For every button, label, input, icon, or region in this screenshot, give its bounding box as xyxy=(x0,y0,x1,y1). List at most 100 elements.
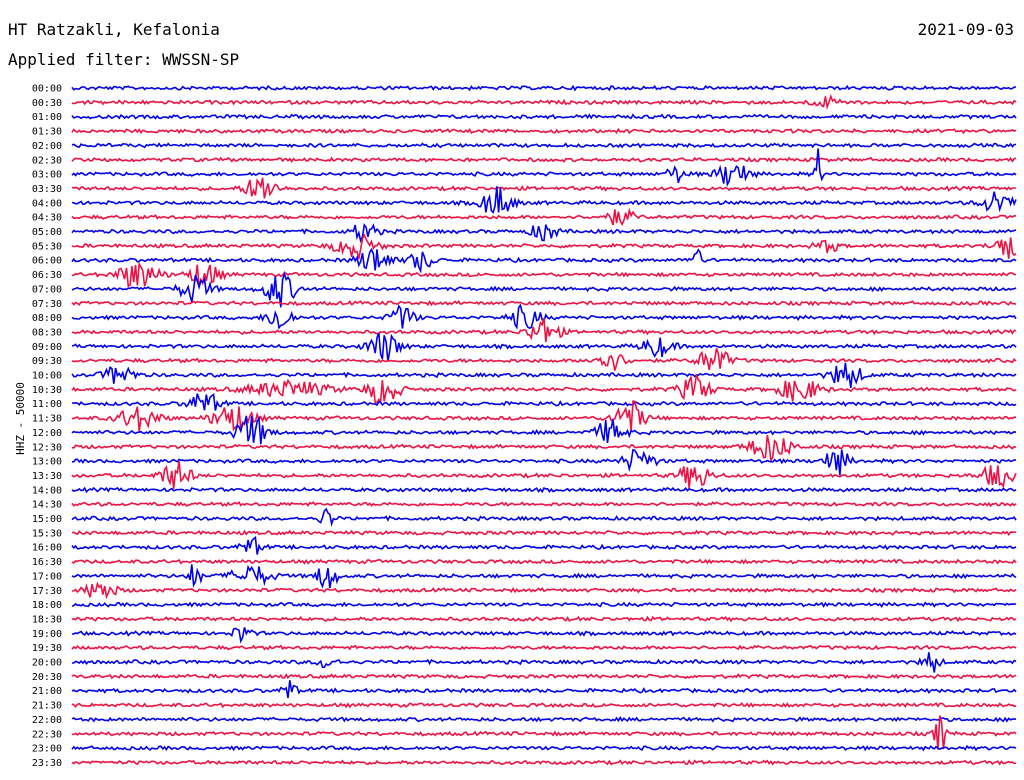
row-time-label: 19:00 xyxy=(32,629,62,640)
seismic-trace-row xyxy=(71,558,1017,565)
row-time-label: 01:30 xyxy=(32,127,62,138)
seismic-trace-row xyxy=(71,702,1017,709)
seismic-trace-row xyxy=(71,500,1017,508)
row-time-label: 00:30 xyxy=(32,98,62,109)
row-time-label: 14:00 xyxy=(32,485,62,496)
row-time-label: 23:30 xyxy=(32,758,62,769)
seismic-trace-row xyxy=(71,270,1017,308)
row-time-label: 08:00 xyxy=(32,313,62,324)
seismic-trace-row xyxy=(71,759,1017,766)
row-time-label: 16:00 xyxy=(32,543,62,554)
row-time-label: 14:30 xyxy=(32,500,62,511)
row-time-label: 21:30 xyxy=(32,701,62,712)
filter-label: Applied filter: WWSSN-SP xyxy=(8,50,240,69)
station-title: HT Ratzakli, Kefalonia xyxy=(8,20,220,39)
row-time-label: 04:30 xyxy=(32,213,62,224)
seismic-trace-row xyxy=(71,299,1017,307)
row-time-label: 11:30 xyxy=(32,414,62,425)
seismic-trace-row xyxy=(71,715,1017,750)
row-time-label: 12:00 xyxy=(32,428,62,439)
row-time-label: 22:00 xyxy=(32,715,62,726)
seismic-trace-row xyxy=(71,142,1016,149)
row-time-label: 22:30 xyxy=(32,729,62,740)
seismic-trace-row xyxy=(71,127,1017,135)
seismic-trace-row xyxy=(71,680,1017,699)
row-time-label: 10:00 xyxy=(32,371,62,382)
row-time-label: 13:00 xyxy=(32,457,62,468)
row-time-label: 16:30 xyxy=(32,557,62,568)
row-time-label: 02:00 xyxy=(32,141,62,152)
row-time-labels: 00:00 00:30 01:00 01:30 02:00 02:30 03:00 03:30… xyxy=(32,84,62,769)
row-time-label: 13:30 xyxy=(32,471,62,482)
row-time-label: 06:30 xyxy=(32,270,62,281)
row-time-label: 18:30 xyxy=(32,614,62,625)
row-time-label: 09:30 xyxy=(32,356,62,367)
seismic-trace-row xyxy=(71,400,1016,432)
row-time-label: 06:00 xyxy=(32,256,62,267)
row-time-label: 20:30 xyxy=(32,672,62,683)
seismic-trace-row xyxy=(71,223,1017,244)
row-time-label: 21:00 xyxy=(32,686,62,697)
seismic-trace-row xyxy=(71,148,1017,188)
row-time-label: 17:30 xyxy=(32,586,62,597)
seismic-trace-row xyxy=(71,261,1017,288)
seismic-trace-row xyxy=(71,716,1016,723)
seismic-trace-row xyxy=(71,627,1017,644)
seismic-trace-row xyxy=(71,233,1017,259)
seismic-trace-row xyxy=(71,486,1017,494)
row-time-label: 15:30 xyxy=(32,528,62,539)
row-time-label: 04:00 xyxy=(32,198,62,209)
row-time-label: 00:00 xyxy=(32,84,62,95)
row-time-label: 17:00 xyxy=(32,571,62,582)
seismic-trace-row xyxy=(71,93,1017,110)
row-time-label: 05:00 xyxy=(32,227,62,238)
row-time-label: 19:30 xyxy=(32,643,62,654)
row-time-label: 10:30 xyxy=(32,385,62,396)
row-time-label: 12:30 xyxy=(32,442,62,453)
row-time-label: 15:00 xyxy=(32,514,62,525)
seismic-trace-row xyxy=(71,564,1017,589)
row-time-label: 01:00 xyxy=(32,112,62,123)
row-time-label: 07:30 xyxy=(32,299,62,310)
seismic-trace-row xyxy=(71,581,1017,600)
seismic-trace-row xyxy=(71,435,1017,464)
seismic-trace-row xyxy=(71,615,1017,623)
date-label: 2021-09-03 xyxy=(917,20,1014,39)
seismic-trace-row xyxy=(72,652,1017,673)
seismic-trace-row xyxy=(71,461,1017,489)
row-time-label: 09:00 xyxy=(32,342,62,353)
seismic-trace-row xyxy=(71,601,1017,608)
seismic-trace-row xyxy=(71,247,1017,274)
seismic-trace-row xyxy=(71,207,1017,227)
row-time-label: 08:30 xyxy=(32,327,62,338)
seismic-trace-row xyxy=(71,507,1017,527)
row-time-label: 23:00 xyxy=(32,744,62,755)
row-time-label: 07:00 xyxy=(32,284,62,295)
row-time-label: 11:00 xyxy=(32,399,62,410)
seismic-trace-row xyxy=(71,448,1017,476)
seismic-trace-row xyxy=(71,673,1017,680)
seismic-trace-row xyxy=(71,644,1017,651)
seismic-traces xyxy=(71,84,1017,766)
seismic-trace-row xyxy=(71,374,1017,405)
seismic-trace-row xyxy=(71,113,1017,121)
seismic-trace-row xyxy=(71,415,1017,445)
seismic-trace-row xyxy=(71,392,1017,411)
seismic-trace-row xyxy=(71,177,1016,199)
seismic-trace-row xyxy=(71,84,1017,92)
row-time-label: 03:30 xyxy=(32,184,62,195)
seismic-trace-row xyxy=(71,156,1017,163)
row-time-label: 18:00 xyxy=(32,600,62,611)
seismic-trace-row xyxy=(71,348,1017,371)
row-time-label: 05:30 xyxy=(32,241,62,252)
seismic-trace-row xyxy=(71,362,1017,389)
row-time-label: 02:30 xyxy=(32,155,62,166)
seismic-trace-row xyxy=(71,744,1017,752)
row-time-label: 20:00 xyxy=(32,658,62,669)
seismic-trace-row xyxy=(71,317,1017,343)
row-time-label: 03:00 xyxy=(32,170,62,181)
seismic-trace-row xyxy=(71,186,1017,214)
seismic-trace-row xyxy=(71,332,1017,362)
seismic-trace-row xyxy=(71,529,1017,536)
